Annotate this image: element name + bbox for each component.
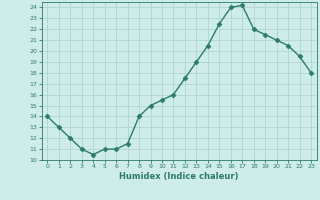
X-axis label: Humidex (Indice chaleur): Humidex (Indice chaleur) <box>119 172 239 181</box>
